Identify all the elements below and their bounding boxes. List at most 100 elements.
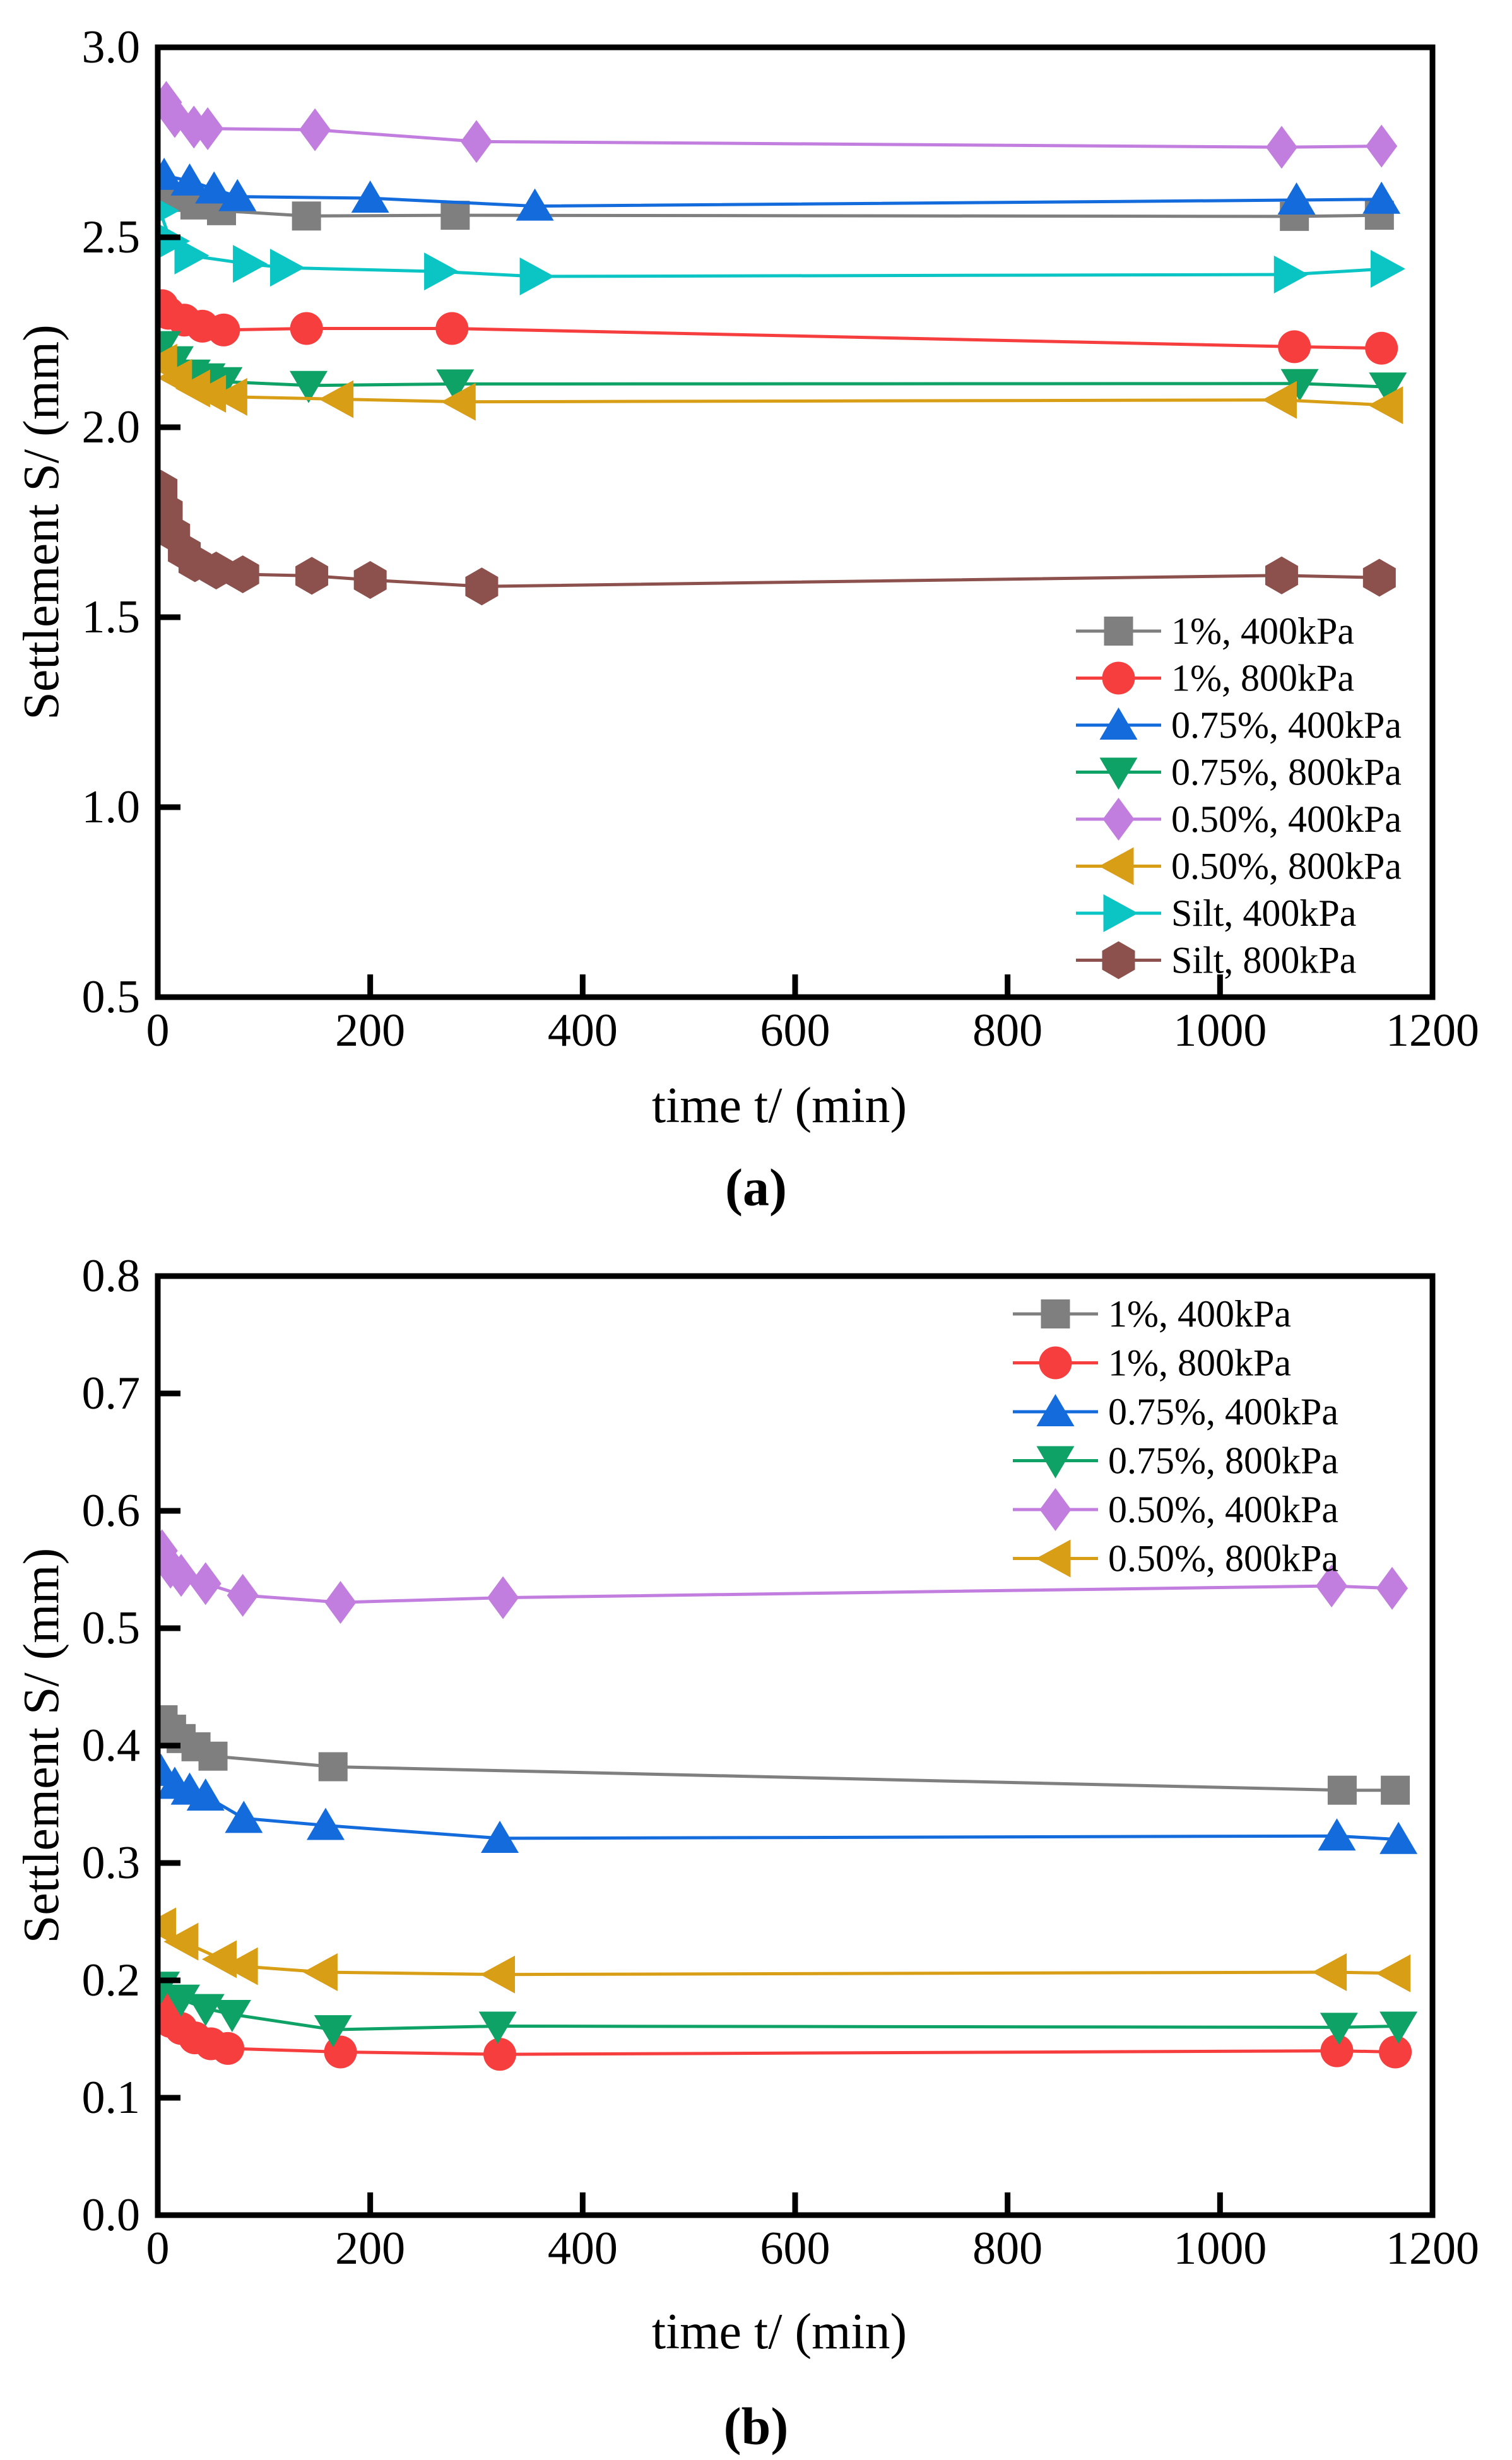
marker-square [318,1752,348,1782]
chart-a-svg: 0 200 400 600 800 1000 1200 0.5 1.0 1.5 2.0 2.5 3.0 t… [14,21,1479,1217]
marker-triangle-down [314,2015,352,2048]
marker-square [1327,1775,1357,1805]
legend-label: 0.50%, 800kPa [1108,1538,1338,1580]
marker-triangle-right [233,245,268,283]
x-axis: 0 200 400 600 800 1000 1200 [146,974,1479,1056]
y-tick-label: 0.0 [82,2189,141,2241]
y-axis: 0.0 0.1 0.2 0.3 0.4 0.5 0.6 0.7 0.8 [82,1250,180,2241]
series-0-75-400kpa [158,157,1401,221]
marker-triangle-right [158,199,180,223]
marker-triangle-down [290,370,328,403]
marker-triangle-left [1099,847,1134,885]
marker-diamond [189,1562,221,1606]
series-line [160,1770,1399,1842]
legend-label: 0.50%, 400kPa [1171,798,1402,840]
x-tick-label: 1200 [1386,1005,1479,1056]
marker-triangle-left [1312,1953,1347,1991]
y-axis-title: Settlement S/ (mm) [14,1548,69,1944]
legend-entry: 0.50%, 400kPa [1076,798,1402,841]
x-axis-title: time t/ (min) [652,2304,907,2360]
marker-square [1381,1775,1410,1805]
y-tick-label: 3.0 [82,21,141,73]
marker-triangle-up [1099,707,1138,740]
marker-triangle-up [158,157,184,190]
series-0-50-400kpa [158,1529,1409,1624]
x-tick-label: 1000 [1173,2223,1267,2274]
marker-circle [1102,661,1135,695]
marker-triangle-up [481,1820,519,1853]
marker-diamond [192,107,224,150]
y-axis-title: Settlement S/ (mm) [14,324,69,720]
marker-diamond [487,1576,519,1619]
marker-square [1104,617,1133,646]
plot-series [158,1529,1418,2071]
marker-triangle-right [1273,255,1309,293]
legend-entry: 0.75%, 400kPa [1076,704,1402,746]
plot-series [158,81,1407,606]
legend-label: 1%, 400kPa [1171,610,1354,652]
legend-entry: 1%, 800kPa [1013,1342,1291,1384]
marker-diamond [1376,1566,1409,1610]
marker-triangle-left [223,1947,258,1985]
x-tick-label: 0 [146,2223,170,2274]
y-tick-label: 0.1 [82,2072,141,2124]
marker-triangle-up [1379,1821,1418,1854]
marker-triangle-left [302,1953,338,1991]
marker-triangle-left [440,382,476,421]
x-axis: 0 200 400 600 800 1000 1200 [146,2192,1479,2274]
marker-circle [1278,330,1311,364]
marker-triangle-up [516,188,554,221]
marker-triangle-down [478,2011,517,2044]
y-tick-label: 1.0 [82,781,141,833]
marker-diamond [1265,126,1297,169]
marker-triangle-down [1099,757,1138,790]
marker-circle [435,312,469,345]
marker-triangle-left [1261,381,1297,419]
marker-hexagon [1362,559,1396,597]
y-tick-label: 0.8 [82,1250,141,1302]
legend-label: Silt, 400kPa [1171,892,1356,934]
legend-label: Silt, 800kPa [1171,940,1356,981]
x-tick-label: 800 [972,1005,1042,1056]
y-tick-label: 0.7 [82,1368,141,1419]
series-line [162,1718,1396,1792]
marker-circle [211,2031,245,2065]
legend-label: 1%, 800kPa [1171,658,1354,699]
legend-entry: 1%, 400kPa [1013,1293,1291,1335]
x-tick-label: 800 [972,2223,1042,2274]
marker-circle [1320,2034,1354,2067]
x-tick-label: 0 [146,1005,170,1056]
x-tick-label: 1200 [1386,2223,1479,2274]
marker-triangle-up [225,1801,263,1833]
series-line [159,488,1379,588]
series-0-50-800kpa [158,1907,1411,1994]
chart-caption: (b) [724,2398,789,2456]
x-tick-label: 200 [335,2223,405,2274]
marker-triangle-right [1103,894,1138,932]
marker-triangle-right [270,249,305,287]
x-tick-label: 600 [760,1005,830,1056]
marker-hexagon [465,567,499,606]
marker-circle [1365,331,1398,365]
legend-label: 1%, 400kPa [1108,1293,1291,1335]
x-tick-label: 400 [548,1005,618,1056]
marker-triangle-up [1277,182,1316,215]
marker-triangle-up [170,163,209,196]
marker-triangle-left [212,377,247,416]
series-0-50-400kpa [158,81,1398,169]
marker-triangle-down [1369,372,1407,405]
marker-hexagon [1102,941,1135,979]
marker-circle [1039,1346,1072,1380]
marker-hexagon [226,555,259,593]
y-tick-label: 2.5 [82,211,141,263]
legend-entry: 0.50%, 400kPa [1013,1488,1338,1531]
marker-triangle-up [1036,1394,1075,1426]
marker-triangle-up [1362,181,1401,214]
x-tick-label: 1000 [1173,1005,1267,1056]
y-tick-label: 0.6 [82,1485,141,1537]
legend: 1%, 400kPa 1%, 800kPa 0.75%, 400kPa 0.75%, … [1013,1293,1338,1580]
marker-hexagon [295,557,329,595]
legend-label: 0.75%, 800kPa [1171,752,1402,793]
legend-entry: 0.75%, 800kPa [1013,1440,1338,1482]
